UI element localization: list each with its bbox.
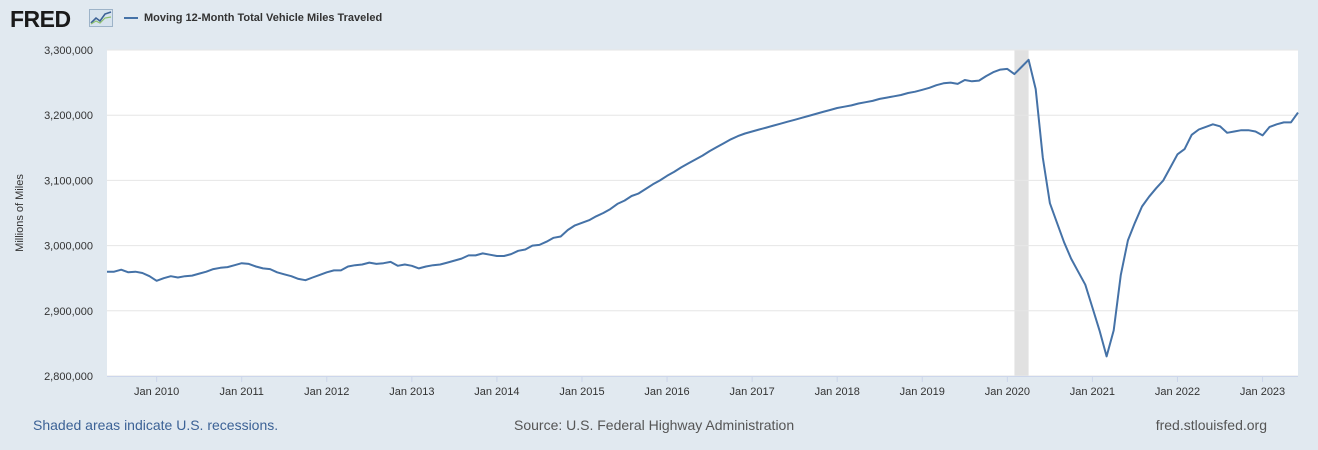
x-tick-label: Jan 2023 <box>1240 386 1285 398</box>
x-tick-label: Jan 2017 <box>729 386 774 398</box>
x-tick-label: Jan 2014 <box>474 386 519 398</box>
fred-logo[interactable]: FRED <box>10 6 71 32</box>
x-tick-label: Jan 2018 <box>815 386 860 398</box>
x-tick-label: Jan 2011 <box>219 386 263 398</box>
x-tick-label: Jan 2015 <box>559 386 604 398</box>
x-tick-label: Jan 2020 <box>985 386 1030 398</box>
y-tick-label: 3,100,000 <box>44 175 93 187</box>
legend[interactable]: Moving 12-Month Total Vehicle Miles Trav… <box>124 12 382 24</box>
y-tick-label: 3,200,000 <box>44 110 93 122</box>
trend-chart-icon <box>89 9 113 32</box>
y-tick-label: 2,800,000 <box>44 371 93 383</box>
x-tick-label: Jan 2010 <box>134 386 179 398</box>
site-link[interactable]: fred.stlouisfed.org <box>1155 417 1267 433</box>
x-tick-label: Jan 2013 <box>389 386 434 398</box>
plot-area <box>107 50 1298 376</box>
chart-header: FRED Moving 12-Month Total Vehicle Miles… <box>0 0 1318 42</box>
recession-shade <box>1014 50 1029 376</box>
x-tick-label: Jan 2012 <box>304 386 349 398</box>
recession-note: Shaded areas indicate U.S. recessions. <box>33 417 279 433</box>
series-line <box>107 58 1299 358</box>
legend-swatch <box>124 17 138 19</box>
y-tick-label: 3,000,000 <box>44 241 93 253</box>
x-tick-label: Jan 2016 <box>644 386 689 398</box>
legend-label: Moving 12-Month Total Vehicle Miles Trav… <box>144 12 383 24</box>
line-chart: 2,800,000 2,900,000 3,000,000 3,100,000 3,20… <box>14 45 1299 398</box>
x-tick-label: Jan 2022 <box>1155 386 1200 398</box>
y-axis-label: Millions of Miles <box>14 174 26 252</box>
x-tick-label: Jan 2019 <box>900 386 945 398</box>
x-tick-label: Jan 2021 <box>1070 386 1115 398</box>
y-tick-label: 2,900,000 <box>44 306 93 318</box>
source-note: Source: U.S. Federal Highway Administrat… <box>514 417 795 433</box>
y-tick-label: 3,300,000 <box>44 45 93 57</box>
